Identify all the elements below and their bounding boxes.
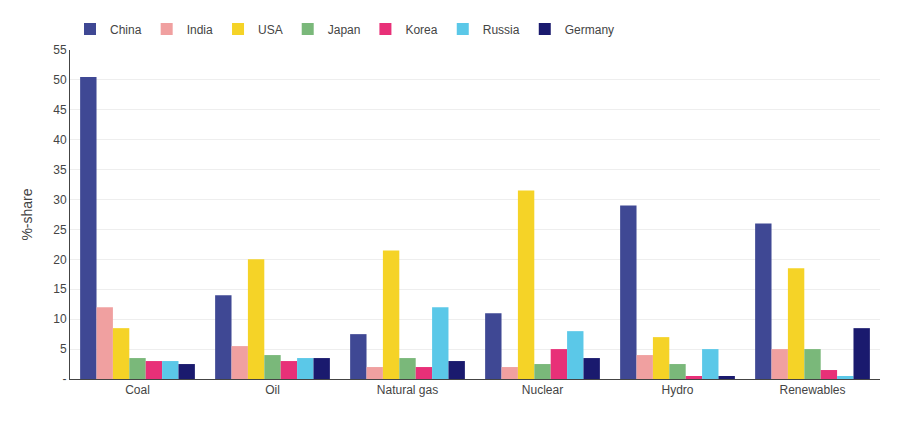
- svg-text:Nuclear: Nuclear: [522, 383, 563, 397]
- svg-text:Korea: Korea: [405, 23, 437, 37]
- svg-text:40: 40: [53, 133, 67, 147]
- svg-text:5: 5: [60, 342, 67, 356]
- svg-text:Coal: Coal: [125, 383, 150, 397]
- svg-text:Japan: Japan: [328, 23, 361, 37]
- svg-text:30: 30: [53, 193, 67, 207]
- svg-text:Renewables: Renewables: [779, 383, 845, 397]
- svg-text:50: 50: [53, 73, 67, 87]
- svg-text:Oil: Oil: [265, 383, 280, 397]
- svg-text:55: 55: [53, 43, 67, 57]
- svg-text:15: 15: [53, 282, 67, 296]
- svg-text:China: China: [110, 23, 142, 37]
- svg-text:10: 10: [53, 312, 67, 326]
- svg-text:Natural gas: Natural gas: [377, 383, 438, 397]
- svg-text:Germany: Germany: [565, 23, 614, 37]
- svg-text:India: India: [187, 23, 213, 37]
- svg-text:%-share: %-share: [19, 188, 35, 240]
- svg-text:45: 45: [53, 103, 67, 117]
- svg-text:-: -: [63, 372, 67, 386]
- svg-text:Russia: Russia: [483, 23, 520, 37]
- svg-text:Hydro: Hydro: [661, 383, 693, 397]
- svg-text:USA: USA: [258, 23, 283, 37]
- svg-text:20: 20: [53, 253, 67, 267]
- svg-text:25: 25: [53, 223, 67, 237]
- svg-text:35: 35: [53, 163, 67, 177]
